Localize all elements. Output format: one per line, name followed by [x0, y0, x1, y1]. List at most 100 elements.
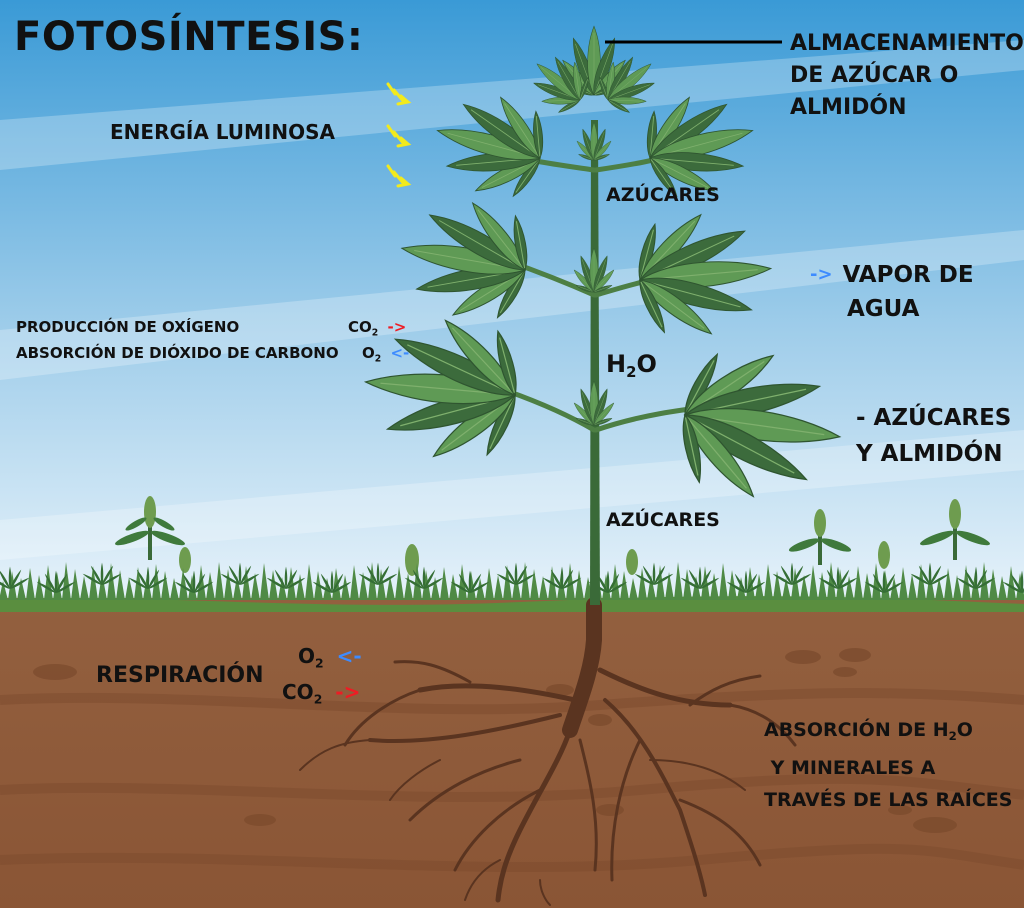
leaflet-vein — [686, 416, 747, 489]
grass-leaflet — [148, 577, 168, 589]
leaflet-vein — [557, 61, 580, 100]
grass-leaflet — [654, 573, 674, 585]
grass-leaflet — [0, 577, 10, 589]
leaflet-vein — [594, 285, 611, 292]
grass-blade — [341, 575, 350, 600]
roots — [299, 597, 797, 906]
upper-node-leaf — [576, 122, 612, 161]
grass-blade — [755, 574, 764, 600]
grass-blade — [26, 568, 35, 600]
grass-leaf — [634, 562, 674, 585]
grass-leaf — [358, 562, 398, 585]
grass-leaflet — [378, 565, 390, 585]
grass-leaflet — [700, 569, 712, 589]
light-arrows — [386, 82, 412, 188]
grass-blade — [44, 565, 53, 600]
grass-blade — [224, 569, 233, 600]
grass-leaf — [450, 570, 490, 593]
grass-blade — [107, 563, 116, 600]
plant-stem — [590, 120, 600, 605]
leaflet-vein — [439, 220, 524, 270]
leaflet-vein — [560, 100, 580, 112]
grass-leaflet — [182, 573, 194, 593]
grass-leaf — [1002, 570, 1024, 593]
grass-leaflet — [562, 569, 574, 589]
grass-leaflet — [412, 569, 424, 589]
o2-in-text: O — [362, 344, 375, 362]
grass-leaflet — [826, 569, 838, 589]
grass-leaf — [496, 562, 536, 585]
lower-node-leaf — [573, 380, 615, 426]
grass-blade — [197, 565, 206, 600]
grass-leaflet — [882, 570, 886, 593]
leaflet-vein — [407, 344, 514, 395]
grass-leaf — [266, 566, 306, 589]
grass-leaf — [772, 562, 812, 585]
grass-blade — [701, 566, 710, 600]
grass-blade — [206, 572, 215, 600]
grass-leaflet — [976, 577, 996, 589]
grass-blade — [296, 574, 305, 600]
grass-blade — [89, 566, 98, 600]
grass-blade — [710, 573, 719, 600]
grass-leaf — [956, 566, 996, 589]
grass-blade — [440, 567, 449, 600]
resp-o2-text: O — [298, 644, 316, 668]
main-plant — [363, 25, 842, 605]
grass-leaf — [818, 566, 858, 589]
grass-leaflet — [266, 577, 286, 589]
o2-in-arrow: <- — [390, 344, 410, 362]
grass-blade — [377, 569, 386, 600]
sugars-starch-line2: Y ALMIDÓN — [856, 441, 1003, 467]
leaflet-vein — [641, 280, 741, 308]
water-h: H — [606, 350, 627, 378]
water-vapor-line2: AGUA — [847, 296, 920, 322]
middle-right-leaf — [638, 213, 773, 335]
grass-leaflet — [772, 573, 792, 585]
grass-blade — [98, 573, 107, 600]
leaflet-vein — [515, 221, 526, 269]
grass-blade — [800, 575, 809, 600]
grass-leaflet — [976, 569, 988, 589]
grass-leaflet — [56, 573, 68, 593]
grass-blade — [863, 573, 872, 600]
grass-leaflet — [146, 566, 150, 589]
grass-blade — [494, 575, 503, 600]
grass-blade — [917, 564, 926, 600]
lower-left-leaf — [363, 319, 517, 458]
grass-leaflet — [470, 573, 482, 593]
grass-blade — [179, 568, 188, 600]
grass-leaflet — [148, 569, 160, 589]
grass-blade — [953, 575, 962, 600]
leaflet-vein — [600, 78, 608, 100]
grass-blade — [80, 576, 89, 600]
leaflet-vein — [577, 285, 594, 292]
grass-blade — [1007, 566, 1016, 600]
grass-leaflet — [0, 569, 10, 589]
resp-o2-formula: O2 <- — [298, 644, 362, 670]
co2-absorption-label: ABSORCIÓN DE DIÓXIDO DE CARBONO — [16, 344, 339, 362]
grass-leaflet — [8, 566, 12, 589]
grass-leaflet — [330, 570, 334, 593]
middle-node-leaf — [573, 247, 615, 293]
roots-subscript: 2 — [948, 729, 957, 744]
grass-blade — [647, 575, 656, 600]
grass-leaflet — [44, 573, 56, 593]
grass-leaf — [36, 570, 76, 593]
grass-leaflet — [376, 562, 380, 585]
grass-leaf — [174, 570, 214, 593]
grass-leaflet — [700, 577, 720, 589]
grass-leaf — [404, 566, 444, 589]
grass-leaf — [864, 570, 904, 593]
leaflet-vein — [640, 229, 654, 279]
leaflet-vein — [535, 116, 541, 157]
storage-label-line3: ALMIDÓN — [790, 95, 907, 120]
grass-blade — [251, 573, 260, 600]
roots-line3: TRAVÉS DE LAS RAÍCES — [764, 789, 1013, 812]
grass-blade — [305, 564, 314, 600]
grass-leaflet — [514, 562, 518, 585]
grass-blade — [35, 575, 44, 600]
resp-co2-text: CO — [282, 680, 314, 704]
grass-leaflet — [918, 565, 930, 585]
